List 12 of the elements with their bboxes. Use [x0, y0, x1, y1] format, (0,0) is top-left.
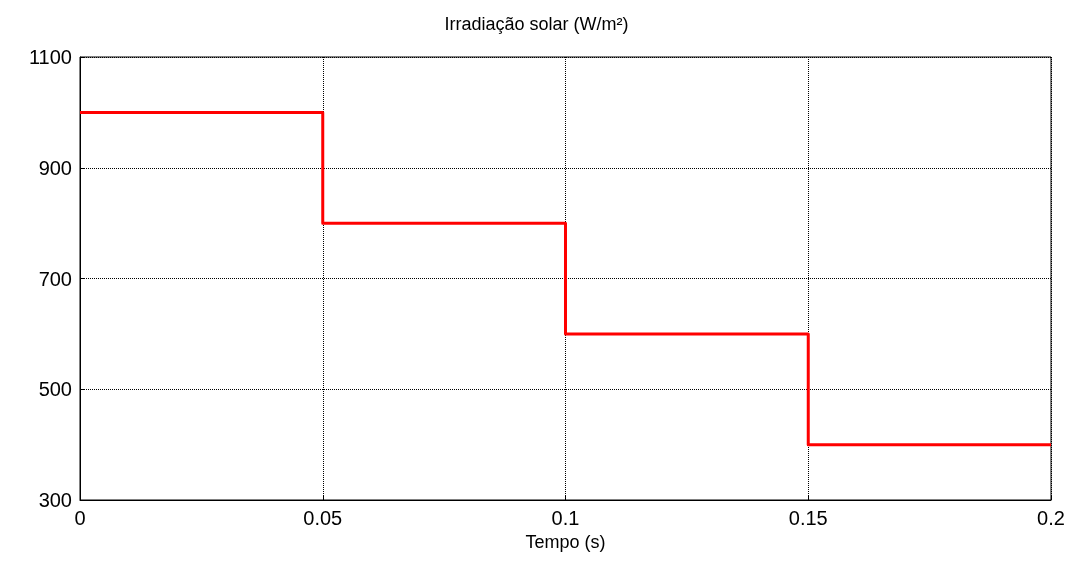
chart-title: Irradiação solar (W/m²): [444, 14, 629, 34]
y-tick-label: 1100: [28, 46, 72, 68]
x-tick-label: 0.05: [303, 507, 343, 529]
y-tick-label: 700: [38, 267, 72, 290]
x-tick-label: 0.1: [551, 507, 580, 529]
x-tick-label: 0: [74, 507, 86, 529]
y-tick-label: 900: [38, 156, 72, 179]
y-tick-label: 500: [38, 378, 72, 401]
x-tick-label: 0.15: [788, 507, 828, 529]
y-tick-label: 300: [38, 489, 72, 511]
x-axis-title: Tempo (s): [525, 531, 606, 552]
x-tick-label: 0.2: [1037, 507, 1065, 529]
